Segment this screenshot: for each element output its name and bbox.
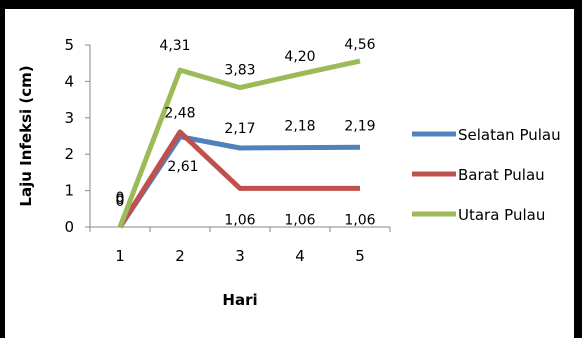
data-label: 2,48 [164,106,195,122]
series-lines [117,58,361,229]
x-tick-label: 1 [115,247,125,265]
x-axis-title: Hari [222,291,257,309]
x-tick-label: 2 [175,247,185,265]
legend: Selatan Pulau Barat Pulau Utara Pulau [412,126,561,224]
data-label: 1,06 [344,212,375,228]
data-label: 1,06 [224,212,255,228]
y-tick-label: 1 [64,182,74,200]
data-label: 4,31 [159,38,190,54]
data-label: 0 [116,192,125,208]
data-label: 2,18 [284,119,315,135]
data-label: 4,56 [344,37,375,53]
data-label: 2,61 [167,159,198,175]
x-tick-label: 3 [235,247,245,265]
y-tick-label: 5 [64,36,74,54]
legend-label: Selatan Pulau [458,126,561,144]
y-axis-title: Laju Infeksi (cm) [17,65,35,206]
series-line-barat-pulau [117,129,360,229]
y-tick-label: 4 [64,72,74,90]
data-label: 0 [116,190,125,206]
x-tick-label: 5 [355,247,365,265]
x-tick-label: 4 [295,247,305,265]
legend-label: Utara Pulau [458,206,545,224]
data-label: 1,06 [284,212,315,228]
series-line-utara-pulau [117,58,361,228]
line-chart: 0 1 2 3 4 5 1 2 3 4 5 0 2,48 2,17 2,18 2,19 0 2,61 1,06 1,… [17,36,561,309]
data-label: 4,20 [284,49,315,65]
data-label: 3,83 [224,63,255,79]
data-label: 0 [116,194,125,210]
y-tick-label: 0 [64,218,74,236]
data-label: 2,19 [344,118,375,134]
legend-label: Barat Pulau [458,166,545,184]
y-tick-label: 3 [64,109,74,127]
y-tick-label: 2 [64,145,74,163]
data-label: 2,17 [224,121,255,137]
axes: 0 1 2 3 4 5 1 2 3 4 5 [64,36,391,265]
